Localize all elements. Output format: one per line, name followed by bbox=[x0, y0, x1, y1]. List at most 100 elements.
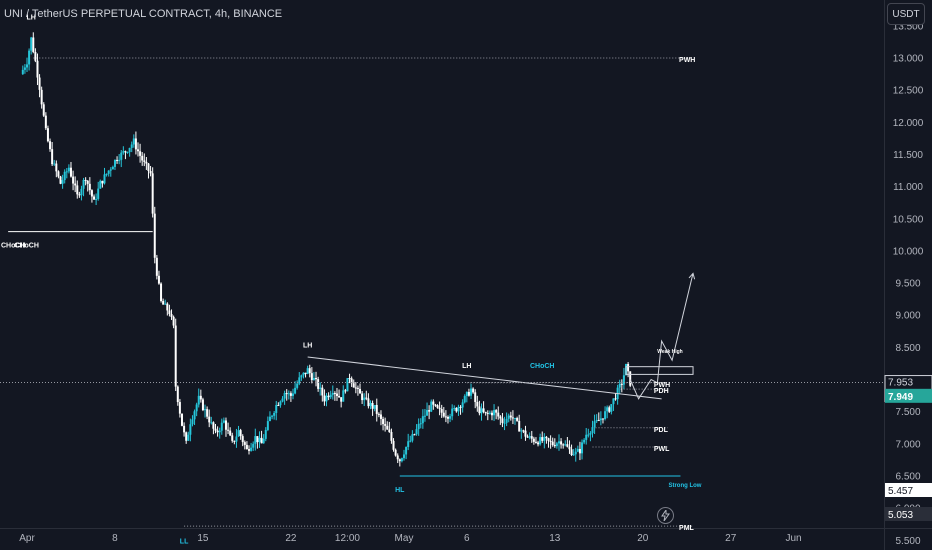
candle-body bbox=[537, 442, 540, 445]
candle-body bbox=[268, 416, 271, 422]
candle-body bbox=[459, 406, 462, 408]
price-axis[interactable]: 13.500 13.000 12.500 12.000 11.500 11.000 10.5… bbox=[884, 21, 932, 547]
y-tick-label: 13.500 bbox=[893, 21, 924, 32]
candle-body bbox=[315, 377, 318, 380]
candle-body bbox=[488, 412, 491, 414]
candle-body bbox=[610, 404, 613, 412]
annotation-label: Weak High bbox=[657, 349, 682, 355]
candle-body bbox=[120, 152, 123, 160]
candle-body bbox=[187, 434, 190, 441]
candle-body bbox=[532, 438, 535, 442]
candle-body bbox=[287, 393, 290, 395]
candle-body bbox=[367, 398, 370, 407]
candle-body bbox=[107, 170, 110, 174]
candle-body bbox=[604, 411, 607, 419]
y-tick-label: 13.000 bbox=[893, 54, 924, 65]
candle-body bbox=[323, 395, 326, 402]
candle-body bbox=[446, 416, 449, 419]
candle-body bbox=[434, 404, 437, 406]
candle-body bbox=[511, 417, 514, 419]
candle-body bbox=[239, 430, 242, 437]
candle-body bbox=[482, 408, 485, 412]
candle-body bbox=[252, 443, 255, 448]
candle-body bbox=[143, 160, 146, 162]
low-price-value: 5.457 bbox=[888, 486, 913, 497]
candle-body bbox=[348, 378, 351, 380]
candle-body bbox=[233, 440, 236, 442]
candle-body bbox=[356, 387, 359, 389]
candle-body bbox=[363, 397, 366, 401]
candles-layer bbox=[21, 32, 632, 467]
candle-body bbox=[254, 436, 257, 444]
last-price-box bbox=[885, 388, 932, 403]
candle-body bbox=[526, 436, 529, 438]
candle-body bbox=[212, 422, 215, 429]
candle-body bbox=[478, 406, 481, 414]
candle-body bbox=[530, 436, 533, 439]
candle-body bbox=[551, 441, 554, 446]
candle-body bbox=[497, 412, 500, 417]
candle-body bbox=[116, 159, 119, 161]
annotation-label: LH bbox=[303, 342, 312, 349]
candle-body bbox=[426, 410, 429, 416]
candle-body bbox=[250, 447, 253, 451]
candle-body bbox=[34, 52, 37, 61]
candle-body bbox=[206, 409, 209, 417]
candle-body bbox=[147, 163, 150, 171]
candle-body bbox=[296, 383, 299, 388]
candle-body bbox=[132, 138, 135, 145]
candle-body bbox=[78, 194, 81, 196]
candle-body bbox=[568, 446, 571, 450]
candle-body bbox=[180, 413, 183, 426]
candle-body bbox=[26, 64, 28, 68]
candle-body bbox=[591, 427, 594, 434]
candle-body bbox=[61, 180, 64, 184]
x-tick-label: 13 bbox=[549, 533, 561, 544]
candle-body bbox=[555, 443, 558, 447]
y-tick-label: 12.500 bbox=[893, 86, 924, 97]
chart-title: UNI / TetherUS PERPETUAL CONTRACT, 4h, B… bbox=[4, 8, 283, 20]
candle-body bbox=[76, 185, 79, 195]
candle-body bbox=[618, 383, 621, 388]
candle-body bbox=[224, 420, 227, 430]
candle-body bbox=[208, 416, 211, 423]
candle-body bbox=[388, 429, 391, 432]
candle-body bbox=[170, 314, 173, 317]
candle-body bbox=[53, 163, 56, 165]
lightning-bolt-icon[interactable] bbox=[657, 507, 674, 524]
annotation-label: HL bbox=[395, 487, 405, 494]
candle-body bbox=[237, 430, 240, 437]
currency-button[interactable]: USDT bbox=[887, 3, 925, 25]
candle-body bbox=[65, 171, 68, 173]
x-tick-label: 8 bbox=[112, 533, 118, 544]
candle-body bbox=[472, 388, 475, 393]
candle-body bbox=[543, 436, 546, 441]
candle-body bbox=[522, 430, 525, 432]
candle-body bbox=[354, 387, 357, 389]
y-tick-label: 11.000 bbox=[893, 182, 923, 193]
candle-body bbox=[283, 393, 286, 399]
candle-body bbox=[442, 412, 445, 417]
candle-body bbox=[578, 448, 581, 454]
candle-body bbox=[392, 440, 395, 450]
candle-body bbox=[574, 451, 577, 455]
annotation-label: CHoCH bbox=[530, 363, 555, 370]
candle-body bbox=[325, 395, 328, 402]
candle-body bbox=[476, 401, 479, 407]
candle-body bbox=[289, 393, 292, 396]
candle-body bbox=[151, 173, 154, 214]
candle-body bbox=[480, 408, 483, 414]
candle-body bbox=[581, 442, 584, 454]
time-axis[interactable]: Apr 8 15 22 12:00 May 6 13 20 27 Jun bbox=[19, 533, 801, 544]
candle-body bbox=[40, 89, 43, 105]
candle-body bbox=[124, 151, 127, 153]
candle-body bbox=[195, 404, 198, 412]
candle-body bbox=[549, 440, 552, 442]
y-tick-label: 10.000 bbox=[893, 246, 924, 257]
candle-body bbox=[576, 448, 579, 452]
candle-body bbox=[174, 325, 177, 387]
x-tick-label: May bbox=[395, 533, 414, 544]
y-tick-label: 12.000 bbox=[893, 118, 924, 129]
candle-body bbox=[518, 420, 521, 432]
